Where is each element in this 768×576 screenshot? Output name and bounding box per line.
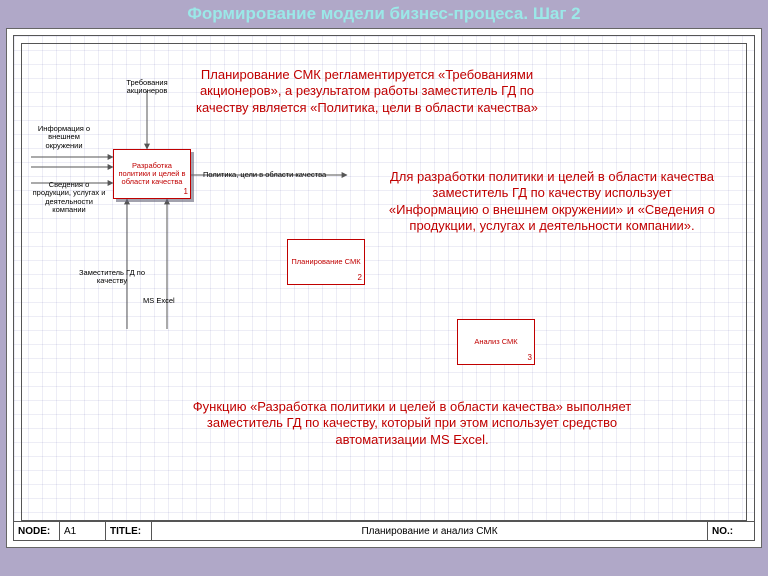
annotation-top: Планирование СМК регламентируется «Требо… xyxy=(177,67,557,116)
footer-title-label: TITLE: xyxy=(106,522,152,540)
process-box-3-num: 3 xyxy=(528,354,532,363)
footer-title-value: Планирование и анализ СМК xyxy=(152,522,708,540)
process-box-3-label: Анализ СМК xyxy=(474,338,517,346)
arrow-label-msexcel: MS Excel xyxy=(143,297,203,305)
arrow-label-requirements: Требования акционеров xyxy=(117,79,177,96)
arrow-label-output: Политика, цели в области качества xyxy=(203,171,343,179)
diagram-footer: NODE: A1 TITLE: Планирование и анализ СМ… xyxy=(13,521,755,541)
process-box-1: Разработка политики и целей в области ка… xyxy=(113,149,191,199)
page-title: Формирование модели бизнес-процеса. Шаг … xyxy=(0,0,768,28)
process-box-2-label: Планирование СМК xyxy=(291,258,360,266)
arrow-label-info: Информация о внешнем окружении xyxy=(29,125,99,150)
process-box-2-num: 2 xyxy=(358,274,362,283)
arrow-label-deputy: Заместитель ГД по качеству xyxy=(77,269,147,286)
annotation-middle: Для разработки политики и целей в област… xyxy=(387,169,717,234)
footer-no-label: NO.: xyxy=(708,522,754,540)
process-box-1-label: Разработка политики и целей в области ка… xyxy=(116,162,188,187)
arrow-label-sved: Сведения о продукции, услугах и деятельн… xyxy=(29,181,109,214)
footer-node-label: NODE: xyxy=(14,522,60,540)
footer-node-value: A1 xyxy=(60,522,106,540)
diagram-canvas: Разработка политики и целей в области ка… xyxy=(6,28,762,548)
annotation-bottom: Функцию «Разработка политики и целей в о… xyxy=(187,399,637,448)
process-box-2: Планирование СМК 2 xyxy=(287,239,365,285)
process-box-3: Анализ СМК 3 xyxy=(457,319,535,365)
process-box-1-num: 1 xyxy=(184,188,188,197)
